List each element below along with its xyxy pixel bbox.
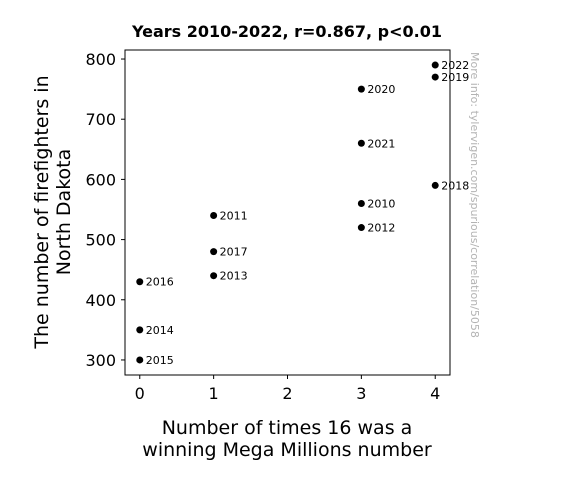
x-tick-label: 4	[430, 384, 440, 403]
y-tick-label: 600	[85, 170, 116, 189]
data-point-label: 2016	[146, 276, 174, 289]
data-point-label: 2010	[367, 197, 395, 210]
data-point	[357, 199, 365, 207]
data-point-label: 2021	[367, 137, 395, 150]
data-point-label: 2011	[220, 210, 248, 223]
data-point	[210, 272, 218, 280]
y-axis-label: The number of firefighters in North Dako…	[31, 75, 75, 349]
y-tick-label: 700	[85, 110, 116, 129]
x-tick-label: 1	[209, 384, 219, 403]
data-point	[357, 139, 365, 147]
data-point	[210, 212, 218, 220]
data-point	[357, 85, 365, 93]
y-axis-label-line-1: The number of firefighters in	[31, 75, 53, 349]
data-point-label: 2012	[367, 222, 395, 235]
data-point-label: 2013	[220, 270, 248, 283]
x-axis-ticks: 0 1 2 3 4	[135, 375, 440, 403]
watermark-text: More info: tylervigen.com/spurious/corre…	[468, 52, 481, 338]
x-tick-label: 2	[282, 384, 292, 403]
data-point-label: 2015	[146, 354, 174, 367]
plot-area	[124, 49, 451, 376]
y-axis-ticks: 300 400 500 600 700 800	[85, 50, 125, 370]
y-tick-label: 300	[85, 351, 116, 370]
y-tick-label: 400	[85, 291, 116, 310]
x-axis-label-line-1: Number of times 16 was a	[162, 417, 413, 439]
y-tick-label: 800	[85, 50, 116, 69]
x-axis-label-line-2: winning Mega Millions number	[142, 439, 432, 461]
chart-title: Years 2010-2022, r=0.867, p<0.01	[131, 22, 442, 41]
data-point	[431, 181, 439, 189]
data-point-label: 2022	[441, 59, 469, 72]
data-point-label: 2017	[220, 246, 248, 259]
x-tick-label: 0	[135, 384, 145, 403]
y-tick-label: 500	[85, 231, 116, 250]
data-point-labels: 2010 2011 2012 2013 2014 2015 2016 2017 2018 2019…	[146, 59, 469, 367]
data-point-label: 2018	[441, 179, 469, 192]
data-point	[136, 326, 144, 334]
data-point	[431, 61, 439, 69]
x-axis-label: Number of times 16 was a winning Mega Mi…	[142, 417, 432, 461]
data-point	[357, 224, 365, 232]
data-point	[210, 248, 218, 256]
data-point-label: 2019	[441, 71, 469, 84]
data-point	[136, 278, 144, 286]
data-points	[136, 61, 439, 364]
data-point-label: 2014	[146, 324, 174, 337]
data-point	[136, 356, 144, 364]
data-point-label: 2020	[367, 83, 395, 96]
data-point	[431, 73, 439, 81]
y-axis-label-line-2: North Dakota	[53, 149, 75, 276]
x-tick-label: 3	[356, 384, 366, 403]
